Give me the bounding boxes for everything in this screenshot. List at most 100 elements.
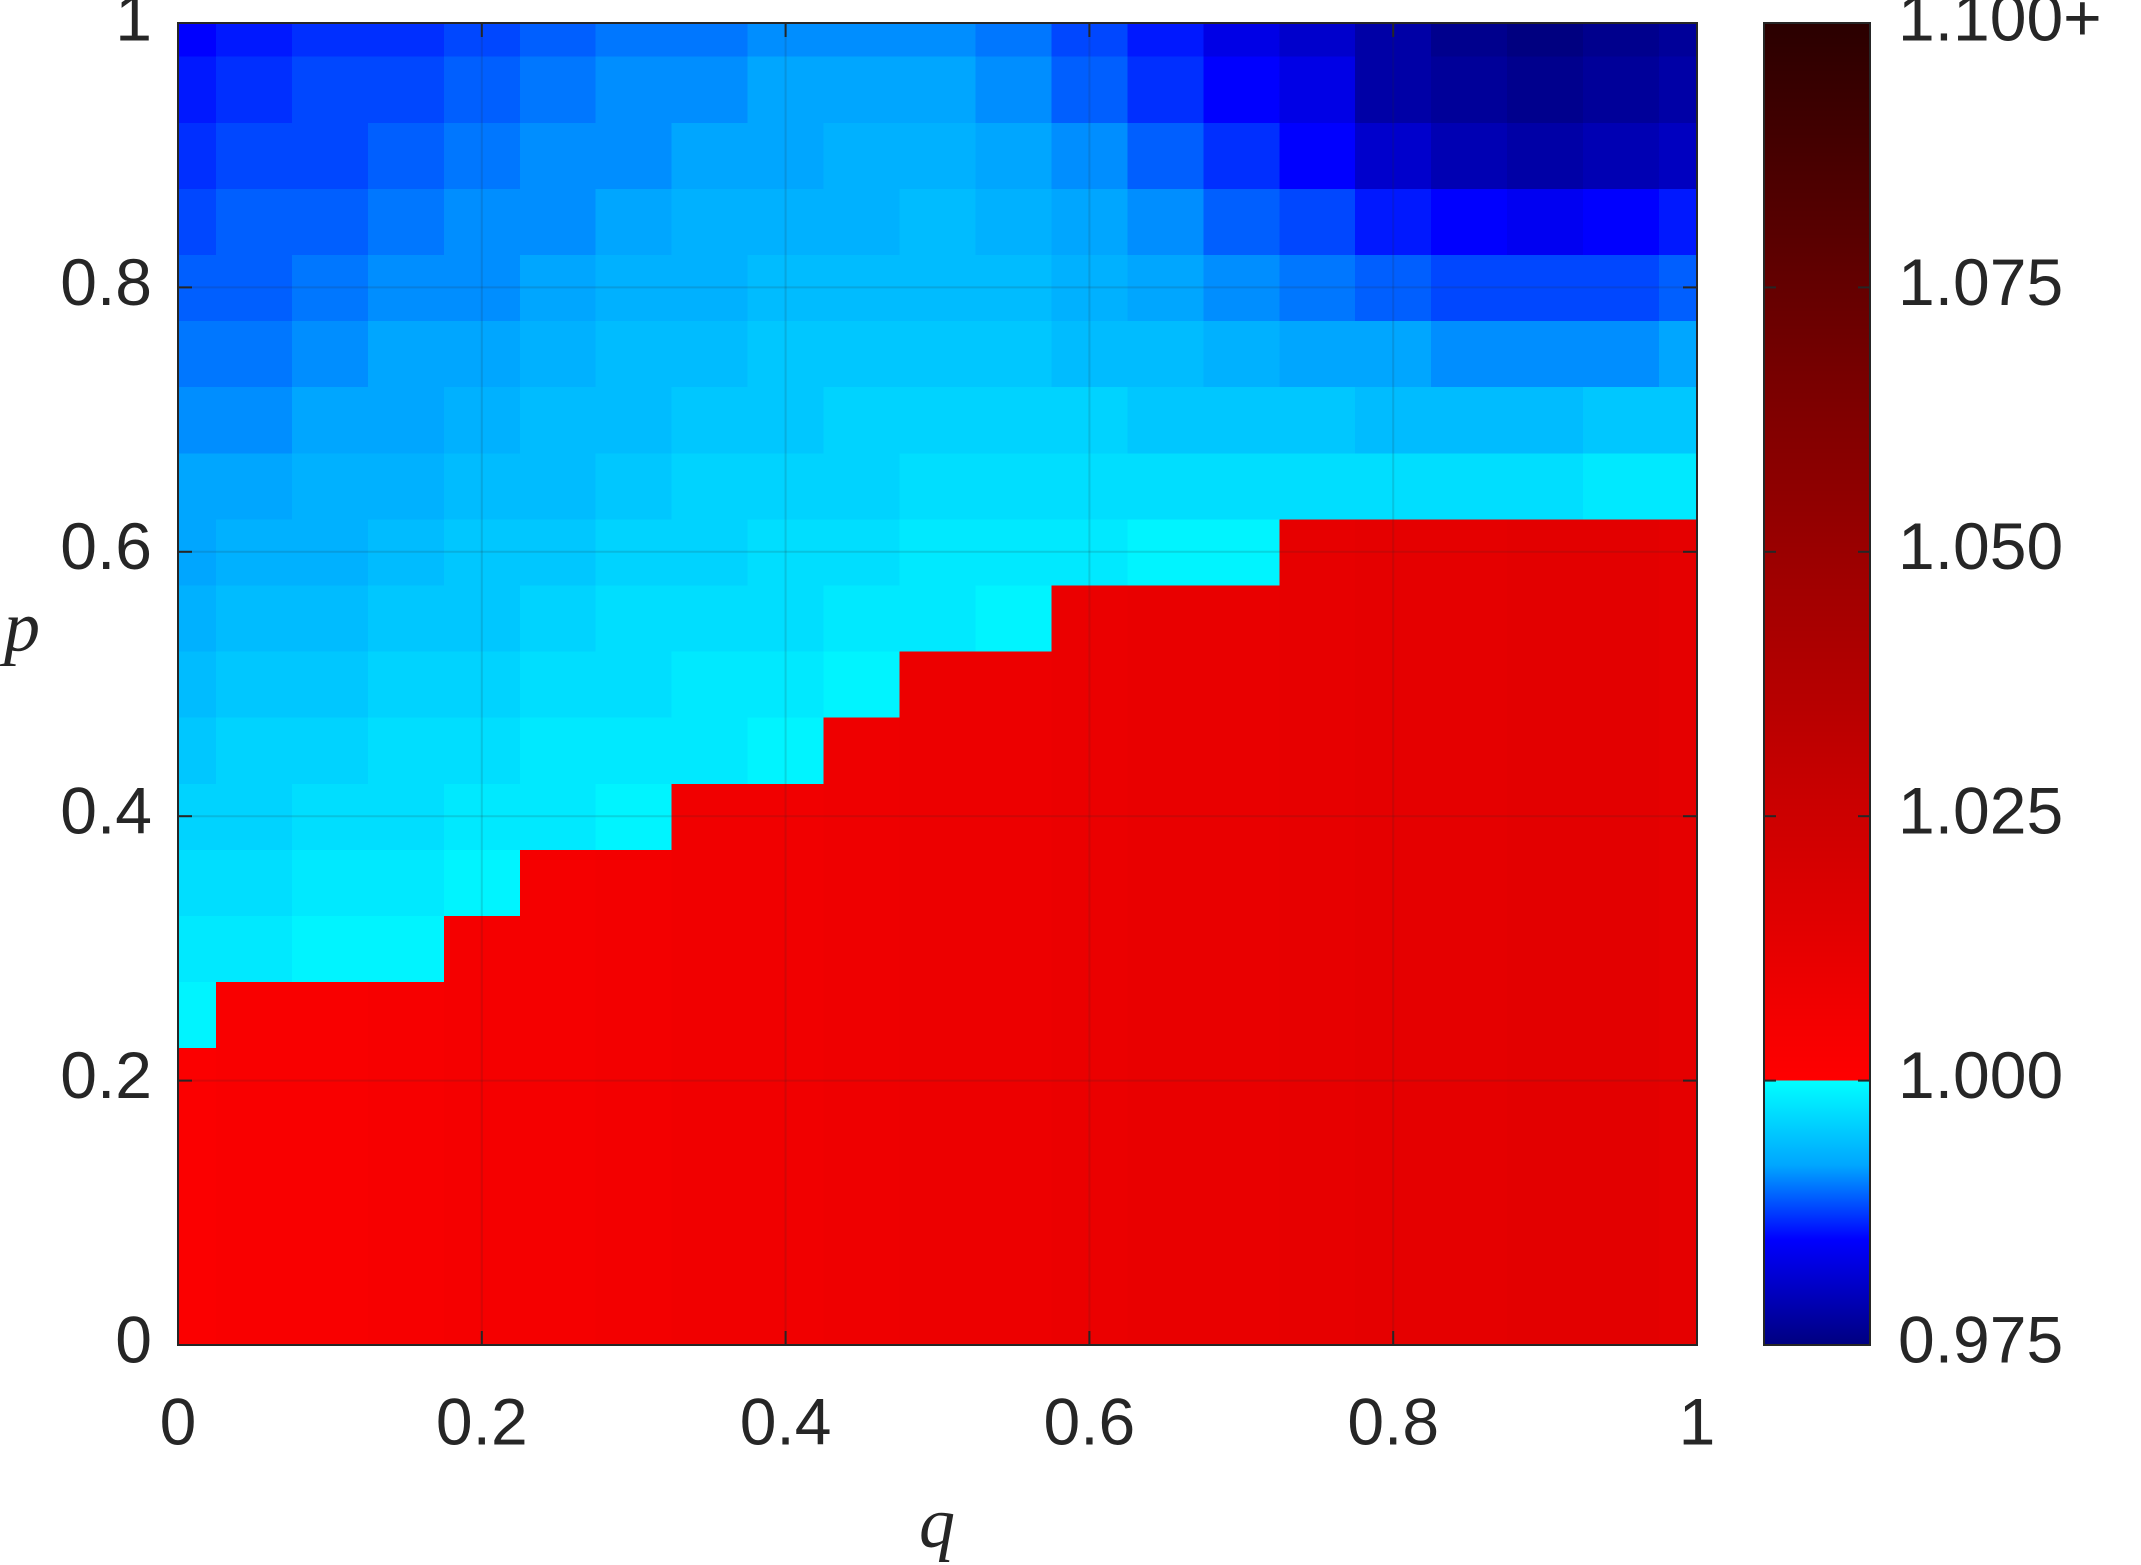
heatmap-cell [1279,56,1356,123]
heatmap-cell [1279,386,1356,454]
heatmap-cell [178,122,217,189]
heatmap-cell [1431,650,1508,718]
heatmap-cell [823,452,901,520]
y-tick-label: 0.4 [60,774,152,848]
heatmap-cell [823,56,901,123]
heatmap-cell [1051,584,1128,652]
heatmap-cell [1583,1179,1660,1247]
heatmap-cell [178,981,217,1049]
heatmap-cell [899,849,977,916]
colorbar [1763,22,1871,1346]
heatmap-cell [899,188,977,255]
heatmap-cell [1127,849,1204,916]
heatmap-cell [1507,452,1584,520]
heatmap-cell [975,320,1053,388]
heatmap-cell [215,452,293,520]
heatmap-cell [1431,518,1508,586]
heatmap-cell [899,56,977,123]
heatmap-cell [975,915,1053,983]
heatmap-cell [291,1311,369,1346]
heatmap-cell [595,1311,673,1346]
heatmap-cell [1051,650,1128,718]
heatmap-cell [671,584,749,652]
heatmap-cell [1507,650,1584,718]
heatmap-cell [367,650,445,718]
heatmap-cell [1127,717,1204,784]
heatmap-cell [899,122,977,189]
heatmap-cell [1279,783,1356,850]
heatmap-cell [443,518,521,586]
heatmap-cell [367,122,445,189]
x-tick-label: 0.2 [436,1384,528,1458]
heatmap-cell [823,1179,901,1247]
heatmap-cell [1051,518,1128,586]
heatmap-cell [1659,1179,1698,1247]
heatmap-cell [367,452,445,520]
heatmap-cell [178,386,217,454]
heatmap-cell [519,584,597,652]
heatmap-cell [291,188,369,255]
heatmap-cell [747,122,825,189]
heatmap-cell [291,1047,369,1115]
heatmap-cell [291,650,369,718]
heatmap-cell [595,56,673,123]
heatmap-cell [1659,56,1698,123]
heatmap-cell [975,188,1053,255]
heatmap-cell [178,56,217,123]
heatmap-cell [1583,717,1660,784]
heatmap-cell [1431,56,1508,123]
heatmap-cell [1355,452,1432,520]
y-tick-label: 0.2 [60,1038,152,1112]
heatmap-cell [975,23,1053,57]
heatmap-cell [975,650,1053,718]
heatmap-cell [1583,23,1660,57]
heatmap-cell [595,1113,673,1181]
heatmap-cell [595,1245,673,1313]
heatmap-cell [178,1179,217,1247]
heatmap-cell [215,849,293,916]
heatmap-cell [747,386,825,454]
heatmap-cell [671,254,749,322]
heatmap-cell [1355,584,1432,652]
heatmap-cell [519,518,597,586]
heatmap-cell [1203,1047,1280,1115]
heatmap-cell [899,981,977,1049]
heatmap-cell [443,56,521,123]
heatmap-cell [595,254,673,322]
heatmap-cell [747,254,825,322]
heatmap-cell [519,849,597,916]
heatmap-cell [215,518,293,586]
heatmap-cell [519,783,597,850]
heatmap-cell [367,1047,445,1115]
heatmap-cell [1127,56,1204,123]
heatmap-cell [1507,320,1584,388]
heatmap-cell [1355,915,1432,983]
heatmap-cell [291,254,369,322]
heatmap-cell [443,584,521,652]
heatmap-cell [1127,1047,1204,1115]
heatmap-cell [1127,23,1204,57]
heatmap-cell [519,650,597,718]
colorbar-tick-label: 1.100+ [1898,0,2102,54]
heatmap-cell [1127,1245,1204,1313]
heatmap-cell [178,915,217,983]
heatmap-cell [671,1047,749,1115]
heatmap-cell [899,254,977,322]
heatmap-cell [1051,188,1128,255]
heatmap-cell [367,1179,445,1247]
heatmap-cell [1431,320,1508,388]
heatmap-cell [1507,981,1584,1049]
heatmap-cell [1355,254,1432,322]
heatmap-cell [823,320,901,388]
heatmap-cell [747,1047,825,1115]
heatmap-cell [519,717,597,784]
heatmap-cell [1583,518,1660,586]
heatmap-cell [747,650,825,718]
heatmap-cell [1127,783,1204,850]
heatmap-cell [823,584,901,652]
heatmap-cell [1203,915,1280,983]
heatmap-cell [1203,320,1280,388]
colorbar-tick-label: 1.000 [1898,1038,2063,1112]
heatmap-cell [899,23,977,57]
heatmap-cell [1355,188,1432,255]
